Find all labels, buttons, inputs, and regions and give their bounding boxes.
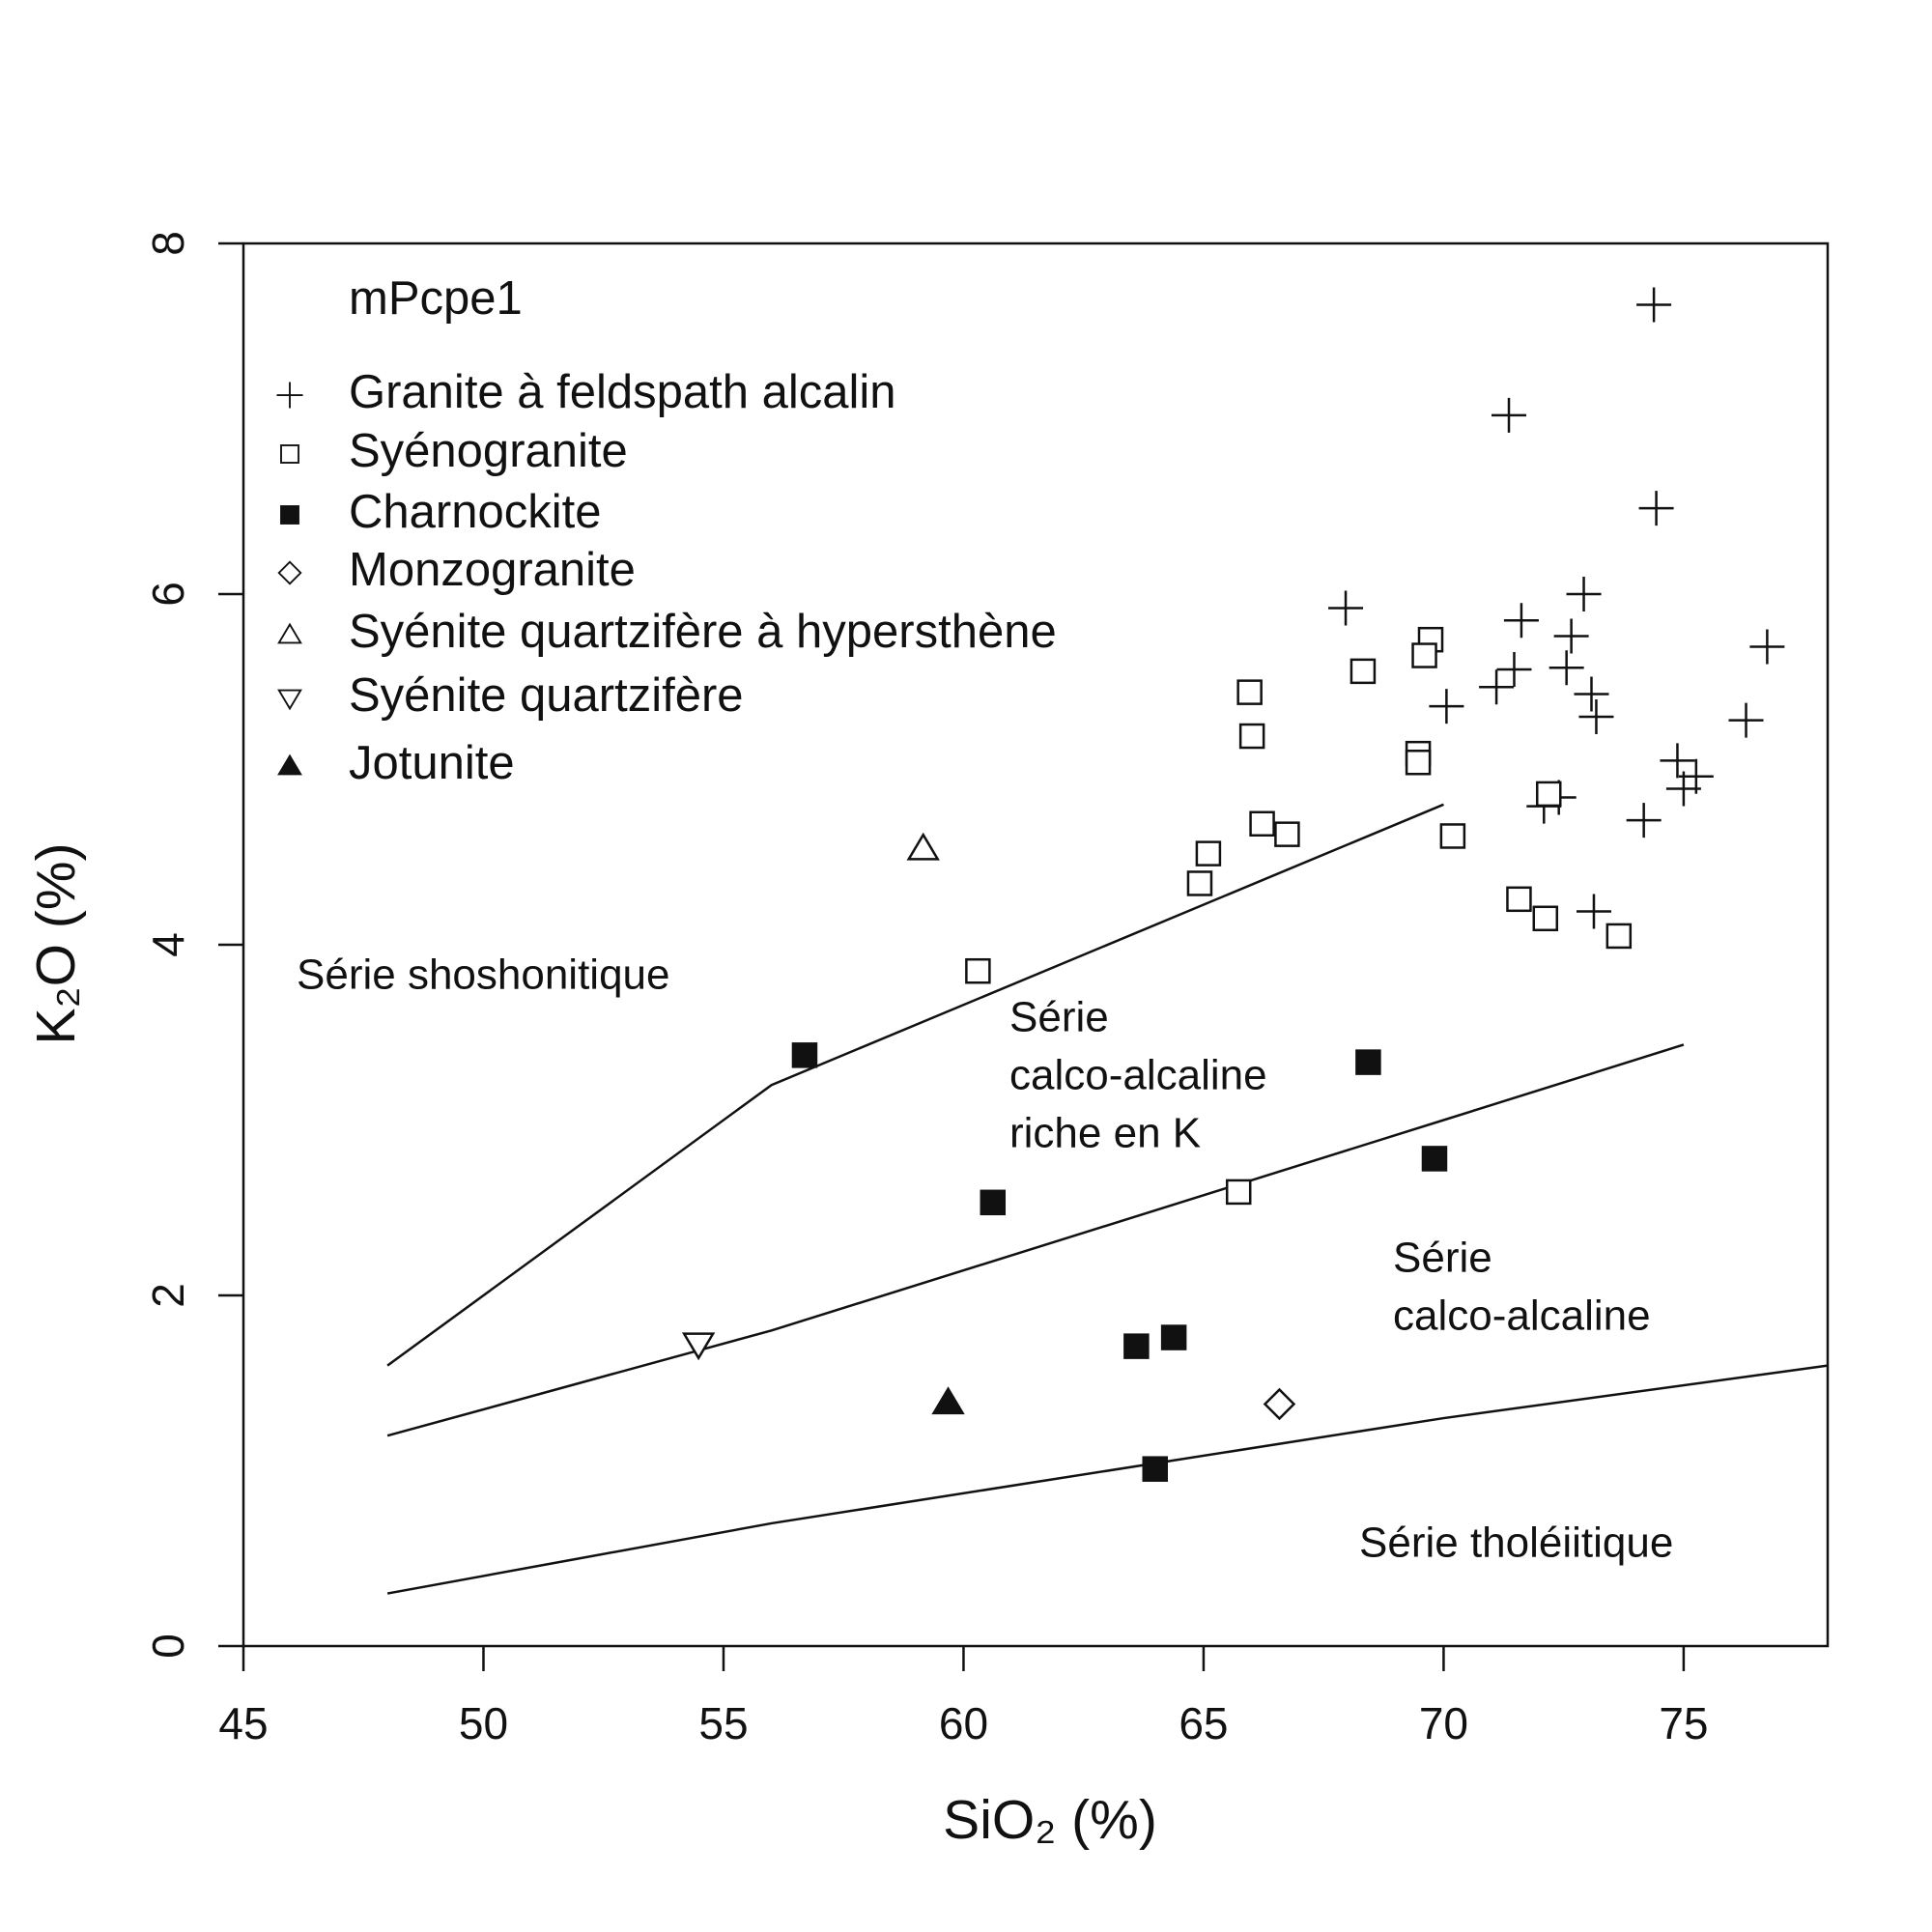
series-annotation: Série xyxy=(1009,994,1109,1041)
data-point xyxy=(1238,723,1265,750)
x-tick-label: 50 xyxy=(459,1698,508,1748)
data-point xyxy=(1195,840,1222,867)
y-tick-label: 6 xyxy=(143,582,193,607)
data-point xyxy=(1263,1387,1296,1421)
boundary-line xyxy=(386,803,1444,1367)
legend-marker xyxy=(277,622,302,644)
data-point xyxy=(1626,803,1662,838)
legend-label: Monzogranite xyxy=(349,544,636,596)
legend-label: Granite à feldspath alcalin xyxy=(349,366,896,418)
data-point xyxy=(1728,702,1764,738)
legend-label: Syénite quartzifère à hypersthène xyxy=(349,606,1057,658)
data-point xyxy=(1536,781,1562,808)
data-point xyxy=(906,832,940,861)
data-point xyxy=(681,1332,716,1361)
data-point xyxy=(1160,1324,1187,1350)
data-point xyxy=(1605,923,1633,950)
legend-label: Syénogranite xyxy=(349,425,628,477)
data-point xyxy=(1638,491,1674,526)
data-point xyxy=(1249,810,1275,838)
legend-title: mPcpe1 xyxy=(349,272,523,325)
data-point xyxy=(1350,658,1377,685)
data-point xyxy=(1578,699,1614,735)
data-point xyxy=(1749,629,1785,665)
legend-marker xyxy=(280,444,299,464)
series-annotation: Série tholéiitique xyxy=(1359,1520,1673,1567)
legend-marker xyxy=(277,560,302,585)
data-point xyxy=(1225,1179,1252,1206)
legend-marker xyxy=(280,505,299,525)
data-point xyxy=(965,957,991,984)
data-point xyxy=(1665,771,1701,807)
data-point xyxy=(980,1189,1007,1216)
legend-label: Syénite quartzifère xyxy=(349,669,744,722)
y-tick-label: 8 xyxy=(143,231,193,256)
y-tick-label: 2 xyxy=(143,1283,193,1308)
data-point xyxy=(1576,894,1611,929)
data-point xyxy=(1479,669,1515,705)
data-point xyxy=(1411,642,1437,668)
data-point xyxy=(1636,287,1672,323)
series-annotation: calco-alcaline xyxy=(1393,1293,1651,1340)
data-point xyxy=(791,1042,818,1068)
data-point xyxy=(1123,1333,1150,1359)
data-point xyxy=(1328,590,1364,626)
data-point xyxy=(1236,679,1263,705)
series-annotation: riche en K xyxy=(1009,1110,1201,1157)
y-axis-label: K₂O (%) xyxy=(25,843,87,1045)
data-point xyxy=(1574,676,1609,712)
x-tick-label: 70 xyxy=(1419,1698,1468,1748)
data-point xyxy=(1532,905,1559,932)
data-point xyxy=(1355,1049,1381,1075)
data-point xyxy=(1506,886,1532,913)
data-point xyxy=(1429,689,1464,724)
series-annotation: calco-alcaline xyxy=(1009,1052,1267,1099)
x-tick-label: 60 xyxy=(939,1698,988,1748)
x-axis-label: SiO₂ (%) xyxy=(943,1789,1157,1851)
boundary-line xyxy=(386,1043,1685,1437)
data-point xyxy=(1553,618,1589,654)
data-point xyxy=(1503,603,1539,639)
data-point xyxy=(1548,650,1584,686)
x-tick-label: 55 xyxy=(698,1698,748,1748)
data-point xyxy=(931,1386,965,1415)
legend-marker xyxy=(277,689,302,711)
series-annotation: Série shoshonitique xyxy=(297,952,669,999)
data-point xyxy=(1421,1146,1448,1172)
legend-label: Jotunite xyxy=(349,737,515,789)
data-point xyxy=(1274,821,1300,847)
x-tick-label: 75 xyxy=(1659,1698,1708,1748)
legend-label: Charnockite xyxy=(349,486,601,538)
x-tick-label: 45 xyxy=(218,1698,268,1748)
y-tick-label: 0 xyxy=(143,1634,193,1659)
series-annotation: Série xyxy=(1393,1235,1492,1282)
data-point xyxy=(1492,397,1527,433)
data-point xyxy=(1439,823,1466,849)
x-tick-label: 65 xyxy=(1179,1698,1228,1748)
data-point xyxy=(1566,577,1602,611)
legend-marker xyxy=(277,753,302,776)
data-point xyxy=(1496,652,1532,688)
y-tick-label: 4 xyxy=(143,932,193,957)
data-point xyxy=(1142,1456,1168,1482)
data-point xyxy=(1660,743,1695,779)
boundary-line xyxy=(386,1364,1829,1595)
data-point xyxy=(1186,870,1213,896)
legend-marker xyxy=(276,382,303,409)
data-point xyxy=(1405,749,1432,776)
